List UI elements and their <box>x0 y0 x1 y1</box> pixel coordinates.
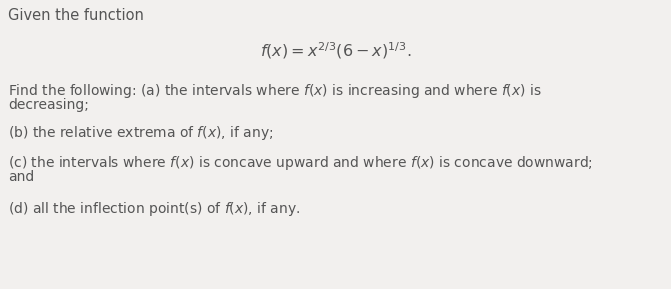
Text: Given the function: Given the function <box>8 8 144 23</box>
Text: (b) the relative extrema of $f(x)$, if any;: (b) the relative extrema of $f(x)$, if a… <box>8 124 273 142</box>
Text: (c) the intervals where $f(x)$ is concave upward and where $f(x)$ is concave dow: (c) the intervals where $f(x)$ is concav… <box>8 154 593 172</box>
Text: (d) all the inflection point(s) of $f(x)$, if any.: (d) all the inflection point(s) of $f(x)… <box>8 200 301 218</box>
Text: decreasing;: decreasing; <box>8 98 89 112</box>
Text: and: and <box>8 170 34 184</box>
Text: $f(x) = x^{2/3}(6-x)^{1/3}.$: $f(x) = x^{2/3}(6-x)^{1/3}.$ <box>260 40 411 61</box>
Text: Find the following: (a) the intervals where $f(x)$ is increasing and where $f(x): Find the following: (a) the intervals wh… <box>8 82 541 100</box>
